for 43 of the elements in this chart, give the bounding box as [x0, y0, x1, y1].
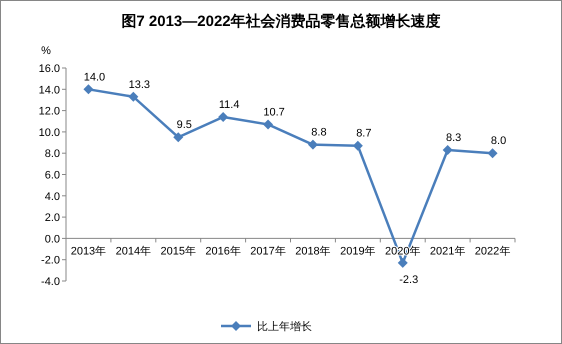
point	[308, 140, 318, 150]
x-tick-label: 2021年	[430, 245, 466, 258]
y-tick-label: 6.0	[44, 170, 60, 182]
text: 8.3	[446, 132, 462, 144]
text: 8.8	[311, 126, 327, 139]
y-tick-label: -2.0	[41, 254, 60, 267]
text: 10.7	[263, 106, 285, 118]
y-tick-label: 14.0	[38, 84, 60, 96]
text: 8.0	[490, 135, 506, 148]
point	[128, 92, 138, 102]
x-tick-label: 2015年	[160, 245, 196, 258]
y-tick-label: 12.0	[38, 106, 60, 118]
text: 11.4	[218, 98, 240, 111]
y-tick-label: 8.0	[44, 148, 60, 160]
x-tick-label: 2017年	[250, 245, 286, 258]
point	[218, 112, 228, 122]
y-tick-label: 0.0	[44, 233, 60, 246]
point	[442, 145, 453, 156]
y-axis-title: %	[41, 45, 52, 57]
text: -2.3	[399, 274, 418, 286]
x-tick-label: 2016年	[205, 245, 241, 258]
chart-title: 图7 2013—2022年社会消费品零售总额增长速度	[121, 12, 441, 30]
text: 9.5	[176, 119, 192, 132]
y-tick-label: 16.0	[38, 63, 60, 75]
x-tick-label: 2014年	[116, 245, 152, 258]
y-tick-label: 4.0	[44, 190, 60, 203]
y-tick-label: -4.0	[41, 276, 60, 288]
point	[398, 258, 408, 268]
x-tick-label: 2018年	[295, 245, 331, 258]
point	[83, 84, 94, 94]
y-tick-label: 2.0	[44, 212, 60, 224]
text: 14.0	[84, 71, 106, 84]
text: 8.7	[356, 128, 372, 140]
text: 13.3	[128, 78, 150, 91]
x-tick-label: 2013年	[70, 245, 106, 258]
point	[263, 119, 274, 130]
y-tick-label: 10.0	[38, 126, 60, 139]
x-tick-label: 2022年	[474, 245, 510, 258]
point	[352, 140, 363, 151]
legend-label: 比上年增长	[257, 320, 312, 333]
x-tick-label: 2019年	[340, 245, 376, 258]
point	[488, 148, 498, 158]
point	[173, 132, 184, 142]
